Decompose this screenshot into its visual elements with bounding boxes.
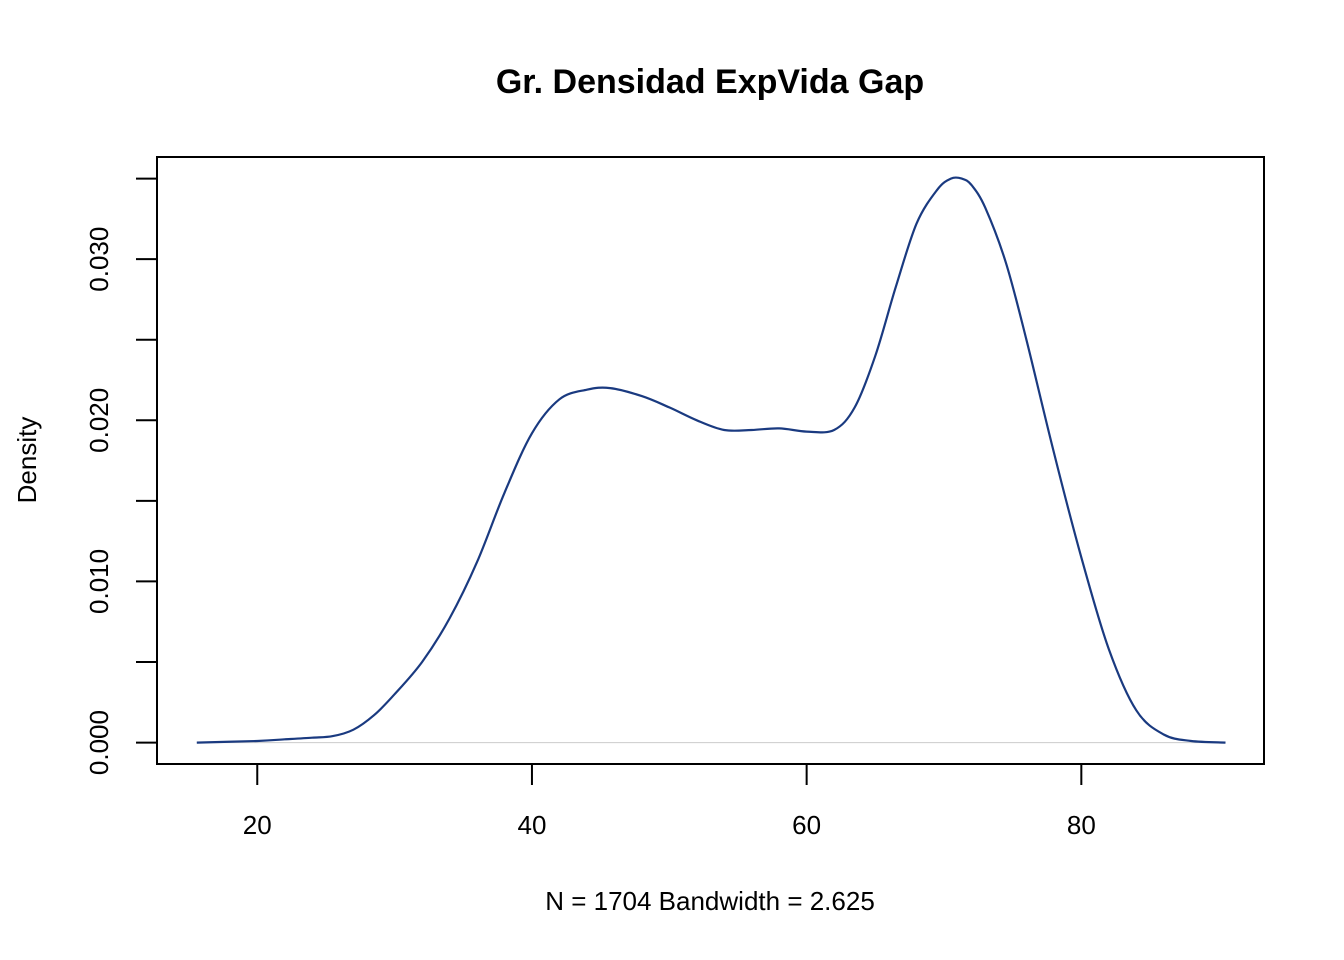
x-tick-label: 20 xyxy=(243,810,272,840)
y-axis: 0.000 0.010 0.020 0.030 xyxy=(84,177,157,775)
x-tick-label: 40 xyxy=(517,810,546,840)
y-tick-label: 0.020 xyxy=(84,388,114,453)
x-axis: 20 40 60 80 xyxy=(243,764,1096,840)
y-tick-label: 0.030 xyxy=(84,227,114,292)
density-curve xyxy=(196,176,1226,744)
x-tick-label: 80 xyxy=(1067,810,1096,840)
y-tick-label: 0.000 xyxy=(84,710,114,775)
y-tick-label: 0.010 xyxy=(84,549,114,614)
chart-title: Gr. Densidad ExpVida Gap xyxy=(496,63,924,101)
plot-frame xyxy=(156,156,1265,765)
x-tick-label: 60 xyxy=(792,810,821,840)
y-axis-label: Density xyxy=(12,417,42,504)
x-axis-label: N = 1704 Bandwidth = 2.625 xyxy=(545,886,875,916)
